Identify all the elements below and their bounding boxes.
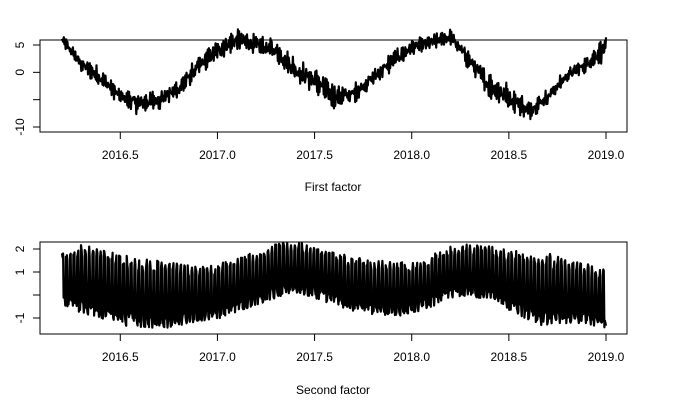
series-line-second-factor — [60, 241, 608, 329]
x-tick-label: 2017.0 — [199, 148, 236, 162]
x-axis-label-first-factor: First factor — [305, 180, 362, 194]
panel-second-factor: 2016.5 2017.0 2017.5 2018.0 2018.5 2019.0 -1 1… — [13, 241, 628, 397]
y-tick-label: -10 — [13, 118, 27, 136]
x-tick-label: 2018.0 — [393, 350, 430, 364]
plot-frame-first-factor — [39, 39, 628, 133]
x-axis-second-factor: 2016.5 2017.0 2017.5 2018.0 2018.5 2019.0 — [102, 333, 625, 364]
x-axis-first-factor: 2016.5 2017.0 2017.5 2018.0 2018.5 2019.0 — [102, 131, 625, 162]
y-tick-label: 2 — [13, 245, 27, 252]
panel-first-factor: 2016.5 2017.0 2017.5 2018.0 2018.5 2019.0 -10… — [13, 28, 628, 194]
y-axis-first-factor: -10 0 5 — [13, 41, 41, 136]
x-tick-label: 2018.5 — [491, 350, 528, 364]
x-tick-label: 2019.0 — [588, 350, 625, 364]
x-tick-label: 2016.5 — [102, 148, 139, 162]
y-axis-second-factor: -1 1 2 — [13, 245, 41, 323]
x-tick-label: 2017.5 — [296, 350, 333, 364]
x-tick-label: 2017.5 — [296, 148, 333, 162]
y-tick-label: 0 — [13, 69, 27, 76]
x-tick-label: 2016.5 — [102, 350, 139, 364]
x-tick-label: 2017.0 — [199, 350, 236, 364]
y-tick-label: -1 — [13, 312, 27, 323]
series-line-first-factor — [60, 28, 608, 121]
x-axis-label-second-factor: Second factor — [296, 383, 370, 397]
x-tick-label: 2019.0 — [588, 148, 625, 162]
x-tick-label: 2018.0 — [393, 148, 430, 162]
x-tick-label: 2018.5 — [491, 148, 528, 162]
y-tick-label: 5 — [13, 41, 27, 48]
y-tick-label: 1 — [13, 268, 27, 275]
